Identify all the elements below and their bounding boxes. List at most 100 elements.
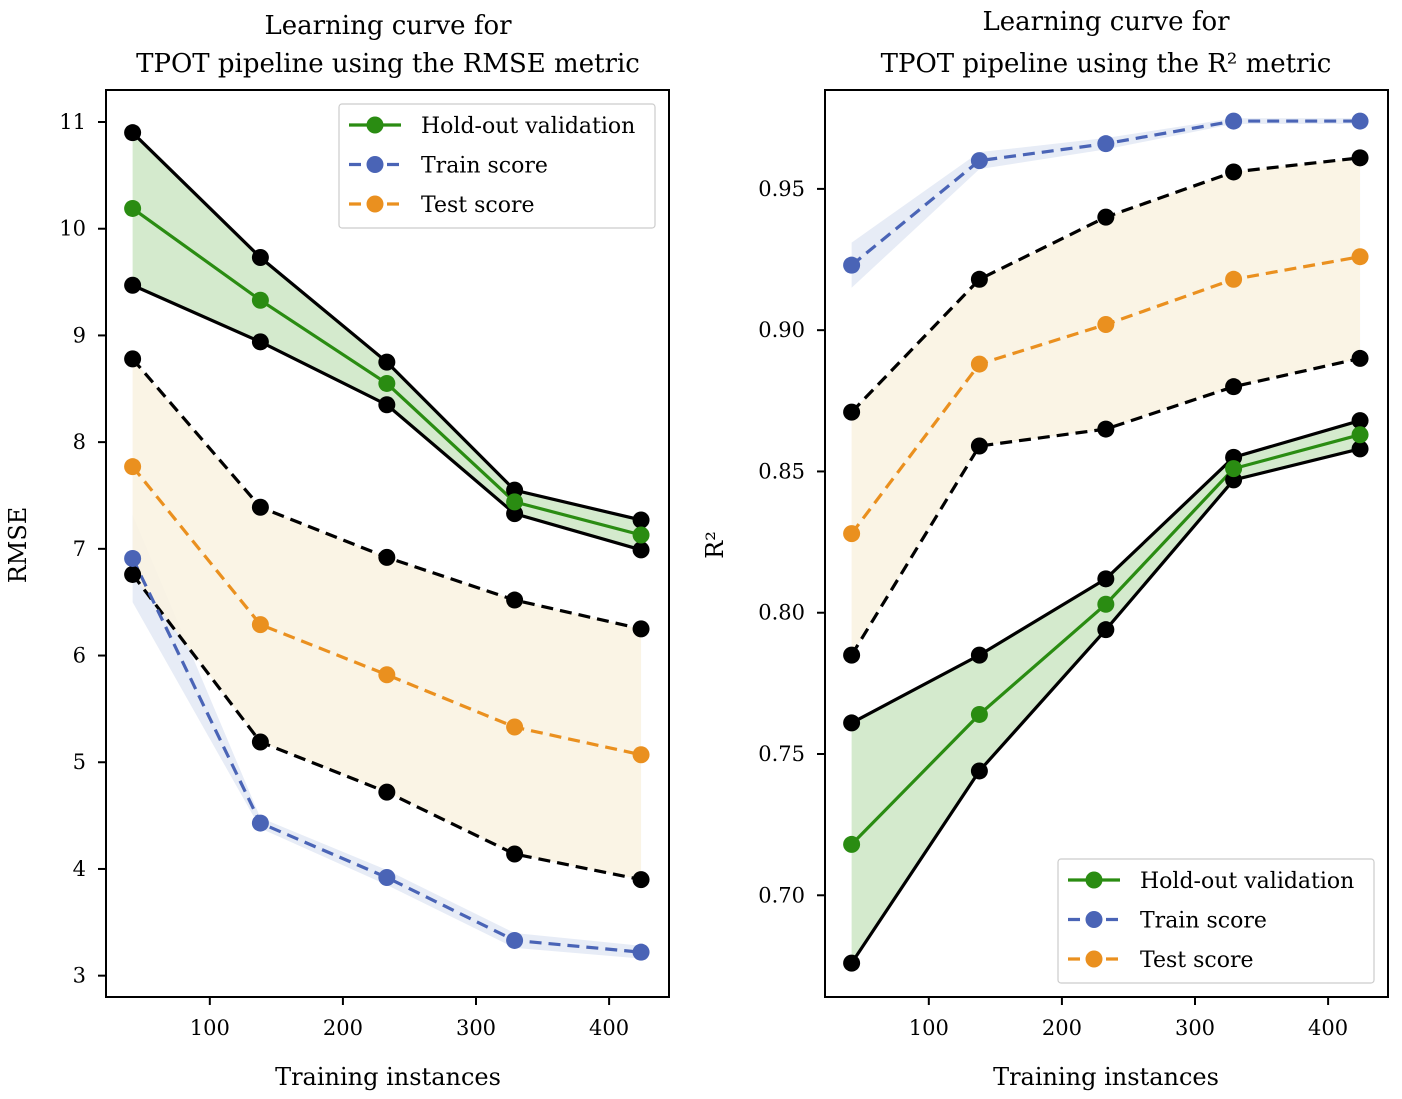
r2-test-score-upper-bound-point [970, 270, 988, 288]
rmse-legend-test-score-swatch-marker [366, 195, 384, 213]
r2-y-tick-label: 0.85 [758, 459, 805, 483]
r2-legend-box [1057, 858, 1375, 984]
rmse-plot-frame [105, 89, 670, 998]
rmse-test-score-upper-bound-point [378, 548, 396, 566]
rmse-hold-out-validation-point [632, 526, 650, 544]
r2-hold-out-validation-point [1225, 460, 1243, 478]
rmse-legend-box [338, 103, 656, 229]
r2-plot-frame [824, 89, 1389, 998]
r2-hold-out-validation-point [843, 835, 861, 853]
r2-hold-out-validation-upper-bound-point [843, 714, 861, 732]
r2-train-score-point [1351, 112, 1369, 130]
r2-hold-out-validation-point [1097, 595, 1115, 613]
rmse-test-score-upper-bound-point [506, 591, 524, 609]
r2-y-tick-label: 0.80 [758, 601, 805, 625]
r2-hold-out-validation-lower-bound-point [1097, 621, 1115, 639]
rmse-y-tick-label: 9 [73, 323, 86, 347]
rmse-test-score-point [632, 746, 650, 764]
r2-legend-hold-out-validation-swatch-marker [1085, 871, 1103, 889]
r2-x-ticks: 100 200 300 400 [909, 997, 1348, 1040]
rmse-test-score-point [378, 666, 396, 684]
rmse-y-tick-label: 4 [73, 857, 86, 881]
rmse-hold-out-validation-point [251, 291, 269, 309]
r2-hold-out-validation-lower-bound-point [1351, 440, 1369, 458]
rmse-x-tick-label: 200 [323, 1016, 363, 1040]
r2-y-tick-label: 0.70 [758, 883, 805, 907]
rmse-chart-title-line1: Learning curve for [264, 11, 512, 41]
rmse-test-score-lower-bound-point [251, 733, 269, 751]
rmse-legend-test-score-label: Test score [421, 193, 535, 218]
rmse-test-score-lower-bound-point [378, 783, 396, 801]
r2-x-tick-label: 300 [1175, 1016, 1215, 1040]
rmse-x-ticks: 100 200 300 400 [190, 997, 629, 1040]
rmse-hold-out-validation-lower-bound-point [506, 505, 524, 523]
r2-x-tick-label: 200 [1042, 1016, 1082, 1040]
r2-test-score-point [1351, 248, 1369, 266]
r2-legend-train-score-label: Train score [1140, 909, 1267, 934]
r2-test-score-point [1097, 316, 1115, 334]
r2-hold-out-validation-band [851, 420, 1361, 964]
rmse-hold-out-validation-lower-bound-point [632, 541, 650, 559]
r2-legend-test-score-label: Test score [1140, 948, 1254, 973]
r2-hold-out-validation-lower-bound-point [843, 954, 861, 972]
rmse-legend-hold-out-validation-label: Hold-out validation [421, 114, 635, 139]
rmse-test-score-lower-bound-point [632, 871, 650, 889]
rmse-test-score-line [131, 465, 642, 757]
rmse-test-score-point [251, 616, 269, 634]
rmse-hold-out-validation-point [506, 493, 524, 511]
rmse-y-tick-label: 8 [73, 430, 86, 454]
rmse-chart-panel: Learning curve for TPOT pipeline using t… [4, 11, 670, 1091]
r2-test-score-point [1225, 270, 1243, 288]
rmse-train-score-point [251, 814, 269, 832]
r2-x-tick-label: 400 [1308, 1016, 1348, 1040]
rmse-test-score-upper-bound-point [632, 620, 650, 638]
rmse-hold-out-validation-upper-bound-point [632, 511, 650, 529]
r2-hold-out-validation-upper-bound-point [970, 646, 988, 664]
r2-hold-out-validation-point [1351, 426, 1369, 444]
r2-markers [843, 112, 1369, 972]
r2-chart-panel: Learning curve for TPOT pipeline using t… [701, 7, 1389, 1091]
r2-test-score-upper-bound-point [1225, 163, 1243, 181]
rmse-train-score-point [124, 549, 142, 567]
r2-hold-out-validation-upper-bound-point [1097, 570, 1115, 588]
r2-chart-title-line1: Learning curve for [982, 7, 1230, 37]
r2-test-score-lower-bound-point [843, 646, 861, 664]
rmse-test-score-lower-bound-point [124, 565, 142, 583]
r2-chart-title-line2: TPOT pipeline using the R² metric [881, 49, 1332, 79]
rmse-x-tick-label: 400 [589, 1016, 629, 1040]
rmse-hold-out-validation-upper-bound-point [251, 249, 269, 267]
rmse-hold-out-validation-upper-bound-point [506, 481, 524, 499]
rmse-hold-out-validation-lower-bound-point [251, 333, 269, 351]
r2-hold-out-validation-point [970, 705, 988, 723]
rmse-hold-out-validation-lower-bound-point [124, 276, 142, 294]
rmse-train-score-point [378, 868, 396, 886]
r2-train-score-point [970, 152, 988, 170]
rmse-y-ticks: 3 4 5 6 7 8 9 10 11 [59, 110, 106, 988]
r2-y-axis-label: R² [701, 531, 729, 559]
r2-y-tick-label: 0.90 [758, 318, 805, 342]
rmse-hold-out-validation-upper-bound-point [378, 353, 396, 371]
r2-test-score-lower-bound-point [1351, 349, 1369, 367]
rmse-y-tick-label: 3 [73, 964, 86, 988]
r2-test-score-lower-bound-point [1225, 378, 1243, 396]
rmse-test-score-band [132, 358, 642, 880]
r2-y-ticks: 0.70 0.75 0.80 0.85 0.90 0.95 [758, 177, 825, 907]
rmse-bands [132, 132, 642, 959]
rmse-train-score-line [131, 557, 642, 954]
r2-bands [851, 118, 1361, 964]
rmse-legend-train-score-swatch-marker [366, 156, 384, 173]
r2-legend-train-score-swatch-marker [1085, 911, 1103, 928]
r2-test-score-upper-bound-point [1097, 208, 1115, 226]
r2-y-tick-label: 0.95 [758, 177, 805, 201]
rmse-markers [124, 124, 650, 961]
rmse-test-score-upper-bound-point [251, 498, 269, 516]
r2-test-score-lower-bound-point [1097, 420, 1115, 438]
r2-legend-hold-out-validation-label: Hold-out validation [1140, 869, 1354, 894]
rmse-y-tick-label: 5 [73, 750, 86, 774]
r2-x-tick-label: 100 [909, 1016, 949, 1040]
rmse-hold-out-validation-upper-bound-point [124, 124, 142, 142]
rmse-hold-out-validation-point [378, 374, 396, 392]
rmse-x-tick-label: 300 [456, 1016, 496, 1040]
rmse-legend-train-score-label: Train score [421, 154, 548, 179]
